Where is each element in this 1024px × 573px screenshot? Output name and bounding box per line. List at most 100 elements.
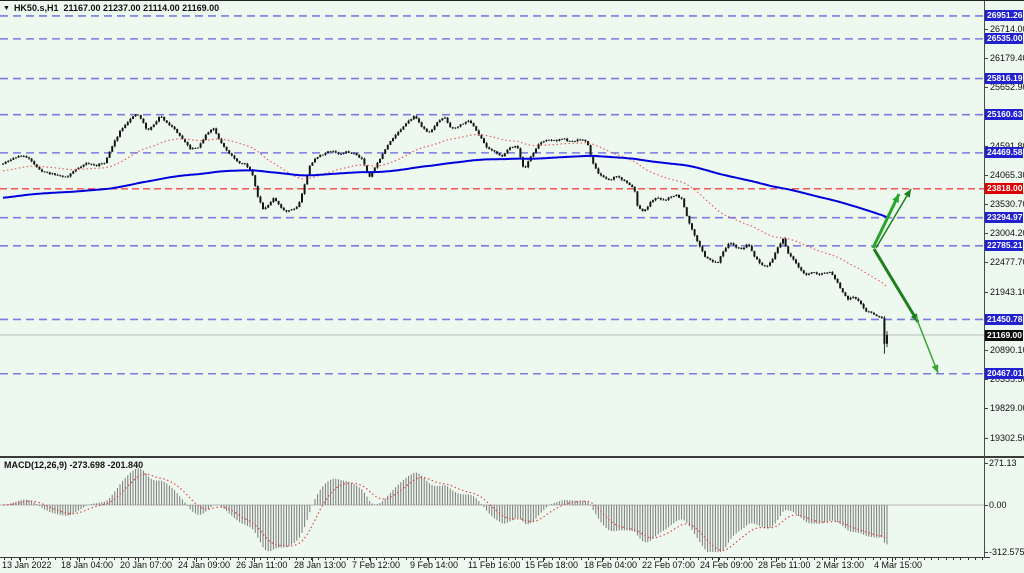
candle-body bbox=[59, 175, 62, 177]
time-tick-minor bbox=[887, 558, 889, 560]
trend-arrow[interactable] bbox=[915, 316, 939, 374]
macd-svg bbox=[0, 468, 984, 552]
candle-body bbox=[17, 155, 20, 158]
candle-body bbox=[100, 163, 103, 165]
time-tick-minor bbox=[595, 558, 597, 560]
time-tick-major bbox=[543, 558, 544, 562]
main-chart-pane[interactable] bbox=[0, 1, 984, 456]
time-tick-major bbox=[892, 558, 893, 562]
level-price-tag: 24469.58 bbox=[985, 147, 1023, 159]
time-tick-minor bbox=[186, 558, 188, 560]
candle-body bbox=[782, 238, 784, 244]
candle-body bbox=[277, 200, 280, 205]
ma-fast-dotted-line[interactable] bbox=[2, 134, 888, 288]
candle-body bbox=[480, 135, 483, 139]
time-tick-minor bbox=[770, 558, 772, 560]
candle-body bbox=[821, 273, 823, 275]
candle-body bbox=[12, 158, 15, 160]
candle-body bbox=[555, 140, 558, 141]
candle-body bbox=[444, 117, 446, 119]
symbol-dropdown-icon[interactable]: ▼ bbox=[3, 5, 10, 12]
time-tick-minor bbox=[33, 558, 35, 560]
time-tick-minor bbox=[858, 558, 860, 560]
candle-body bbox=[735, 244, 738, 248]
candle-body bbox=[792, 256, 795, 260]
candle-body bbox=[98, 163, 101, 166]
candle-body bbox=[316, 157, 319, 159]
time-tick-minor bbox=[865, 558, 867, 560]
price-axis-divider[interactable] bbox=[984, 1, 985, 557]
candle-body bbox=[587, 141, 589, 146]
candle-body bbox=[126, 122, 129, 125]
time-tick-major bbox=[196, 558, 197, 562]
candle-body bbox=[262, 202, 264, 210]
candle-body bbox=[701, 246, 704, 252]
time-axis-separator bbox=[0, 557, 990, 558]
time-tick-minor bbox=[916, 558, 918, 560]
candle-body bbox=[628, 182, 631, 186]
trend-arrow-shaft[interactable] bbox=[871, 193, 901, 249]
time-tick-minor bbox=[661, 558, 662, 560]
candle-body bbox=[550, 140, 553, 141]
candle-body bbox=[46, 171, 49, 173]
time-tick-minor bbox=[901, 558, 903, 560]
candle-body bbox=[464, 121, 467, 124]
time-axis-label: 18 Feb 04:00 bbox=[584, 560, 638, 570]
time-tick-minor bbox=[945, 558, 947, 560]
time-tick-minor bbox=[960, 558, 962, 560]
time-tick-minor bbox=[376, 558, 378, 560]
time-tick-minor bbox=[828, 558, 830, 560]
candle-body bbox=[652, 200, 654, 203]
candle-body bbox=[568, 141, 571, 142]
macd-indicator-pane[interactable] bbox=[0, 458, 984, 557]
time-tick-minor bbox=[734, 558, 735, 560]
time-tick-minor bbox=[412, 558, 414, 560]
time-tick-major bbox=[138, 558, 139, 562]
time-axis-label: 28 Feb 11:00 bbox=[758, 560, 811, 570]
pane-separator[interactable] bbox=[0, 456, 1024, 458]
candle-body bbox=[880, 316, 883, 318]
candle-body bbox=[766, 265, 769, 267]
candle-body bbox=[420, 122, 423, 127]
candle-body bbox=[748, 244, 751, 246]
trend-arrow[interactable] bbox=[871, 193, 901, 249]
trend-arrow-shaft[interactable] bbox=[915, 316, 939, 374]
price-tick-label: 19302.50 bbox=[990, 432, 1024, 443]
time-tick-minor bbox=[274, 558, 276, 560]
candle-body bbox=[4, 161, 7, 164]
trend-arrow-shaft[interactable] bbox=[872, 248, 920, 323]
ma-slow-line[interactable] bbox=[2, 154, 888, 219]
candle-body bbox=[412, 116, 415, 120]
time-tick-minor bbox=[383, 558, 385, 560]
macd-scale-label: 0.00 bbox=[989, 499, 1007, 510]
candle-body bbox=[797, 263, 800, 268]
candle-body bbox=[709, 258, 712, 260]
candle-body bbox=[176, 129, 179, 133]
candle-body bbox=[800, 267, 803, 271]
price-tick-label: 20890.10 bbox=[990, 344, 1024, 355]
time-tick-minor bbox=[25, 558, 27, 560]
candle-body bbox=[103, 163, 106, 164]
trend-arrow[interactable] bbox=[872, 248, 920, 323]
candle-body bbox=[353, 152, 355, 154]
time-tick-minor bbox=[624, 558, 626, 560]
candle-body bbox=[407, 120, 410, 124]
time-tick-minor bbox=[974, 558, 976, 560]
candle-body bbox=[802, 270, 805, 274]
trend-arrow[interactable] bbox=[875, 188, 912, 249]
candle-body bbox=[438, 120, 441, 123]
time-tick-minor bbox=[712, 558, 714, 560]
candle-body bbox=[841, 288, 844, 293]
trend-arrow-shaft[interactable] bbox=[875, 188, 912, 249]
candle-body bbox=[376, 162, 379, 168]
candle-body bbox=[275, 198, 277, 201]
candle-body bbox=[626, 180, 628, 183]
candle-body bbox=[503, 153, 506, 157]
candle-body bbox=[288, 210, 290, 212]
candle-body bbox=[134, 114, 137, 117]
candle-body bbox=[553, 140, 556, 141]
candle-body bbox=[745, 244, 748, 248]
candle-body bbox=[228, 150, 231, 154]
candle-body bbox=[810, 272, 813, 274]
candle-body bbox=[670, 196, 673, 198]
